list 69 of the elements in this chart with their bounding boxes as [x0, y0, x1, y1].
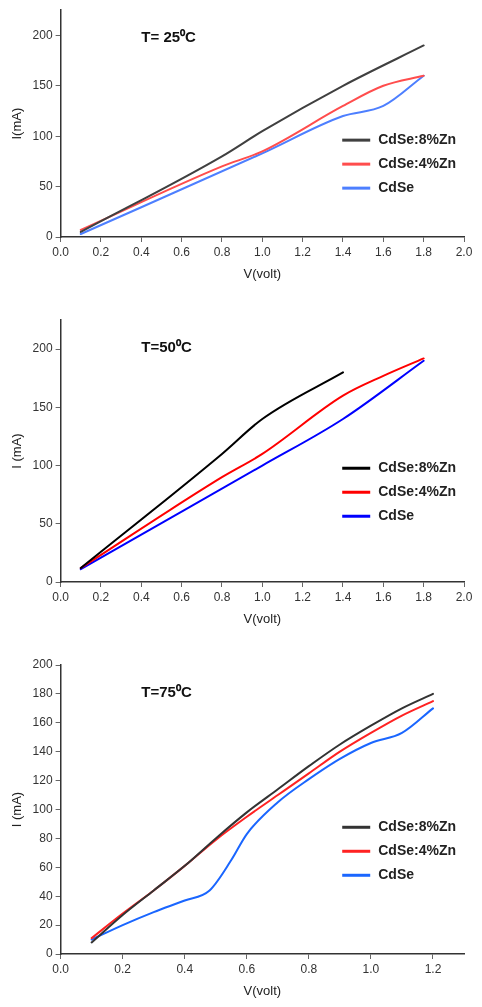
x-tick-label: 1.4 — [334, 589, 352, 604]
x-tick-label: 1.2 — [294, 244, 312, 259]
x-tick-label: 0.4 — [132, 589, 150, 604]
y-axis-title: I (mA) — [9, 433, 25, 469]
y-tick-label: 200 — [32, 27, 53, 42]
y-tick-label: 80 — [39, 830, 53, 845]
x-tick-label: 0.4 — [132, 244, 150, 259]
y-tick-label: 0 — [45, 574, 53, 589]
x-tick-label: 0.8 — [213, 244, 231, 259]
legend-label: CdSe:4%Zn — [378, 155, 457, 171]
y-tick-label: 50 — [39, 178, 53, 193]
legend-label: CdSe:4%Zn — [378, 483, 457, 500]
x-tick-label: 1.2 — [294, 589, 312, 604]
x-tick-label: 1.8 — [415, 244, 433, 259]
x-tick-label: 0.8 — [300, 961, 318, 976]
x-tick-label: 1.6 — [374, 244, 392, 259]
x-tick-label: 0.4 — [176, 961, 194, 976]
x-tick-label: 0.2 — [92, 244, 110, 259]
y-tick-label: 20 — [39, 917, 53, 932]
x-tick-label: 0.0 — [52, 589, 70, 604]
x-tick-label: 1.2 — [424, 961, 442, 976]
y-axis-title: I (mA) — [9, 791, 25, 828]
y-tick-label: 0 — [45, 229, 53, 244]
x-tick-label: 0.6 — [173, 244, 191, 259]
legend-label: CdSe:8%Zn — [378, 459, 457, 476]
x-tick-label: 0.8 — [213, 589, 231, 604]
y-axis-title: I(mA) — [9, 107, 25, 140]
y-tick-label: 200 — [32, 657, 53, 672]
x-axis-title: V(volt) — [243, 982, 282, 998]
y-tick-label: 40 — [39, 888, 53, 903]
x-axis-title: V(volt) — [243, 610, 282, 626]
x-tick-label: 1.8 — [415, 589, 433, 604]
x-tick-label: 1.0 — [362, 961, 380, 976]
x-tick-label: 2.0 — [455, 244, 473, 259]
legend-label: CdSe:8%Zn — [378, 818, 457, 835]
x-tick-label: 2.0 — [455, 589, 473, 604]
y-tick-label: 100 — [32, 801, 53, 816]
legend-label: CdSe:8%Zn — [378, 131, 457, 147]
y-tick-label: 0 — [45, 946, 53, 961]
legend-label: CdSe:4%Zn — [378, 842, 457, 859]
legend-label: CdSe — [378, 507, 415, 524]
legend-label: CdSe — [378, 866, 415, 883]
y-tick-label: 150 — [32, 399, 53, 414]
x-tick-label: 0.6 — [173, 589, 191, 604]
y-tick-label: 120 — [32, 772, 53, 787]
x-tick-label: 0.0 — [52, 961, 70, 976]
x-tick-label: 0.6 — [238, 961, 256, 976]
x-tick-label: 0.2 — [92, 589, 110, 604]
y-tick-label: 50 — [39, 516, 53, 531]
y-tick-label: 60 — [39, 859, 53, 874]
text: T=75⁰C — [141, 682, 192, 700]
text: T=50⁰C — [141, 337, 192, 355]
x-tick-label: 1.0 — [253, 589, 271, 604]
text: T= 25⁰C — [141, 27, 197, 45]
y-tick-label: 140 — [32, 744, 53, 759]
x-tick-label: 1.6 — [374, 589, 392, 604]
x-tick-label: 1.0 — [253, 244, 271, 259]
line-series — [79, 371, 344, 570]
x-tick-label: 1.4 — [334, 244, 352, 259]
x-axis-title: V(volt) — [243, 265, 282, 281]
y-tick-label: 100 — [32, 457, 53, 472]
y-tick-label: 100 — [32, 128, 53, 143]
x-tick-label: 0.0 — [52, 244, 70, 259]
x-tick-label: 0.2 — [114, 961, 132, 976]
y-tick-label: 180 — [32, 686, 53, 701]
legend-label: CdSe — [378, 179, 415, 195]
y-tick-label: 200 — [32, 341, 53, 356]
y-tick-label: 160 — [32, 715, 53, 730]
y-tick-label: 150 — [32, 78, 53, 93]
